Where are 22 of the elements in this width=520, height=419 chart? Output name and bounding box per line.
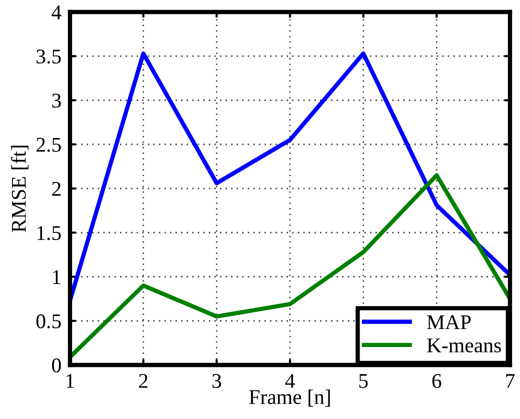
- y-tick-label: 1.5: [37, 226, 61, 240]
- x-tick-label: 4: [285, 374, 295, 388]
- x-tick-label: 7: [506, 374, 515, 388]
- y-tick-label: 2.5: [36, 138, 61, 152]
- x-tick-label: 3: [212, 374, 222, 388]
- legend-label: MAP: [427, 315, 471, 330]
- x-tick-label: 6: [432, 374, 442, 388]
- y-tick-label: 4: [52, 6, 62, 20]
- line-series: [70, 51, 510, 303]
- legend-label: K-means: [427, 338, 501, 352]
- y-axis-title: RMSE [ft]: [10, 146, 28, 232]
- y-tick-label: 1: [53, 270, 60, 284]
- y-tick-label: 3: [52, 94, 61, 108]
- y-tick-label: 0.5: [36, 314, 61, 328]
- x-tick-label: 5: [359, 374, 368, 388]
- y-tick-label: 0: [52, 358, 61, 372]
- y-tick-label: 2: [52, 182, 61, 196]
- x-tick-label: 2: [139, 374, 148, 388]
- x-axis-title: Frame [n]: [249, 389, 330, 407]
- x-tick-label: 1: [66, 374, 74, 388]
- y-tick-label: 3.5: [36, 50, 61, 64]
- line-series: [70, 173, 510, 360]
